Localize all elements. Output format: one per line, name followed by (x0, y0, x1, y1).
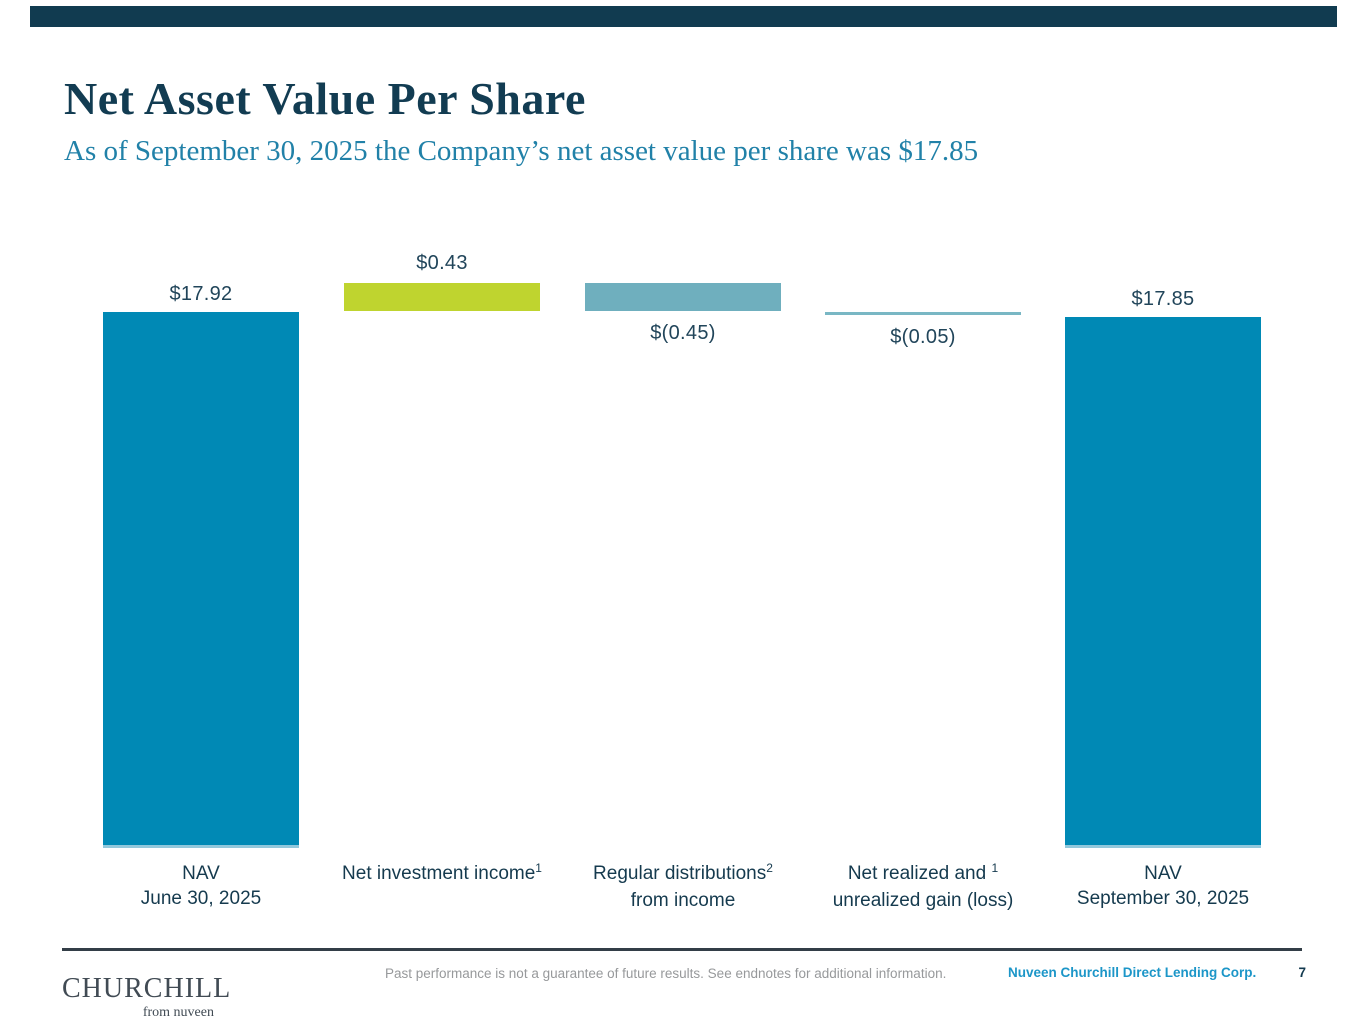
footer-disclaimer: Past performance is not a guarantee of f… (385, 966, 947, 981)
logo-from-nuveen-text: from nuveen (142, 1005, 214, 1020)
footer-divider (62, 948, 1302, 951)
category-label: Net investment income1 (342, 861, 542, 884)
footnote-superscript: 2 (766, 861, 773, 875)
page-subtitle: As of September 30, 2025 the Company’s n… (64, 135, 979, 167)
bar-value-label: $17.85 (1131, 288, 1195, 310)
category-label: NAV June 30, 2025 (140, 863, 262, 909)
category-label: NAV September 30, 2025 (1076, 863, 1250, 909)
bar-value-label: $(0.05) (890, 326, 956, 348)
page-title: Net Asset Value Per Share (64, 73, 586, 124)
bar-nav-september (1065, 317, 1261, 848)
page-number: 7 (1298, 965, 1306, 980)
bar-value-label: $(0.45) (650, 322, 716, 344)
bar-net-realized-unrealized (825, 312, 1021, 315)
logo-churchill-text: CHURCHILL (62, 973, 232, 1004)
footnote-superscript: 1 (991, 861, 999, 875)
footer-company-name: Nuveen Churchill Direct Lending Corp. (1008, 965, 1257, 980)
category-label: Regular distributions2 from income (593, 861, 773, 911)
bar-net-investment-income (344, 283, 540, 311)
bar-value-label: $0.43 (416, 252, 468, 274)
bar-regular-distributions (585, 283, 781, 311)
top-accent-band (30, 6, 1337, 27)
footnote-superscript: 1 (535, 861, 542, 875)
category-label: Net realized and 1 unrealized gain (loss… (832, 861, 1014, 911)
churchill-logo: CHURCHILL from nuveen (62, 973, 232, 1021)
bar-nav-june (103, 312, 299, 848)
bar-value-label: $17.92 (169, 283, 233, 305)
